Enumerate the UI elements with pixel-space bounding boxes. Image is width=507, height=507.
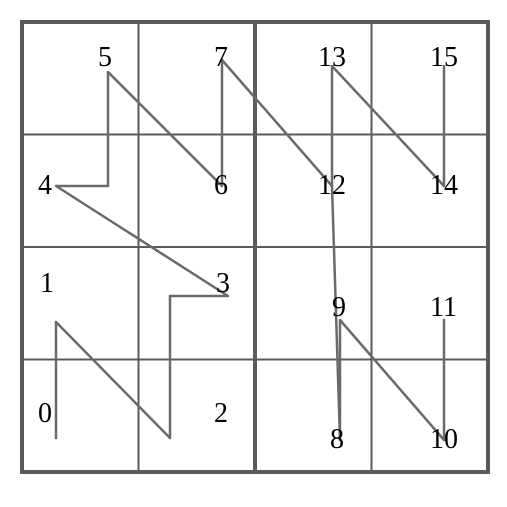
node-label-n15: 15	[430, 42, 458, 74]
node-label-n0: 0	[38, 398, 52, 430]
node-label-n9: 9	[332, 292, 346, 324]
node-label-n7: 7	[214, 42, 228, 74]
node-label-n13: 13	[318, 42, 346, 74]
node-label-n10: 10	[430, 424, 458, 456]
path-12-to-15	[332, 66, 444, 186]
node-label-n4: 4	[38, 170, 52, 202]
node-label-n12: 12	[318, 170, 346, 202]
node-label-n2: 2	[214, 398, 228, 430]
path-8-9-10-11	[340, 320, 444, 440]
node-label-n11: 11	[430, 292, 457, 324]
node-label-n5: 5	[98, 42, 112, 74]
node-label-n1: 1	[40, 268, 54, 300]
grid-diagram: { "diagram": { "type": "grid-path", "can…	[0, 0, 507, 507]
path-7-to-12	[222, 60, 332, 186]
node-label-n14: 14	[430, 170, 458, 202]
node-label-n3: 3	[216, 268, 230, 300]
node-label-n6: 6	[214, 170, 228, 202]
node-label-n8: 8	[330, 424, 344, 456]
path-0-to-7	[56, 60, 228, 438]
